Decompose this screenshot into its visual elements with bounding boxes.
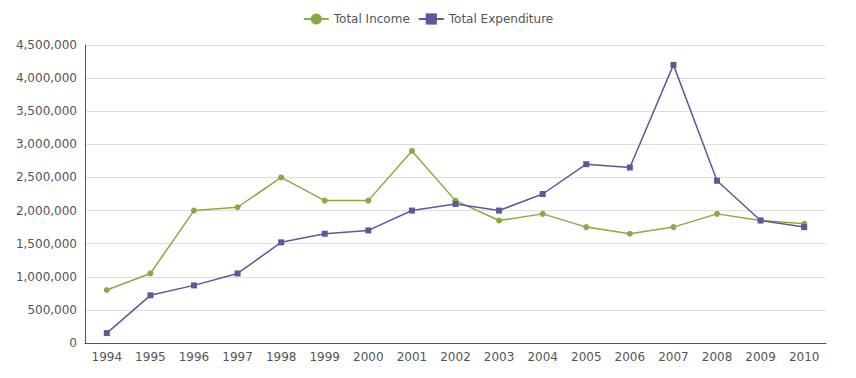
svg-text:2002: 2002 [440,350,471,364]
svg-text:2,000,000: 2,000,000 [16,204,77,218]
svg-text:1996: 1996 [179,350,210,364]
svg-text:2007: 2007 [658,350,689,364]
svg-text:2008: 2008 [702,350,733,364]
svg-text:4,500,000: 4,500,000 [16,38,77,52]
svg-text:1994: 1994 [92,350,123,364]
svg-text:1999: 1999 [309,350,340,364]
svg-text:1997: 1997 [222,350,253,364]
svg-text:4,000,000: 4,000,000 [16,71,77,85]
svg-text:1998: 1998 [266,350,297,364]
svg-text:2001: 2001 [397,350,428,364]
svg-text:2010: 2010 [789,350,820,364]
svg-text:Total Income: Total Income [333,12,410,26]
svg-text:2003: 2003 [484,350,515,364]
svg-text:2,500,000: 2,500,000 [16,170,77,184]
svg-text:Total Expenditure: Total Expenditure [448,12,553,26]
svg-text:3,500,000: 3,500,000 [16,104,77,118]
svg-text:1,000,000: 1,000,000 [16,270,77,284]
svg-text:3,000,000: 3,000,000 [16,137,77,151]
svg-text:2000: 2000 [353,350,384,364]
svg-text:1995: 1995 [135,350,166,364]
svg-text:2009: 2009 [745,350,776,364]
svg-text:2006: 2006 [615,350,646,364]
svg-text:500,000: 500,000 [27,303,77,317]
svg-text:2004: 2004 [527,350,558,364]
svg-text:2005: 2005 [571,350,602,364]
svg-text:0: 0 [69,336,77,350]
svg-text:1,500,000: 1,500,000 [16,237,77,251]
